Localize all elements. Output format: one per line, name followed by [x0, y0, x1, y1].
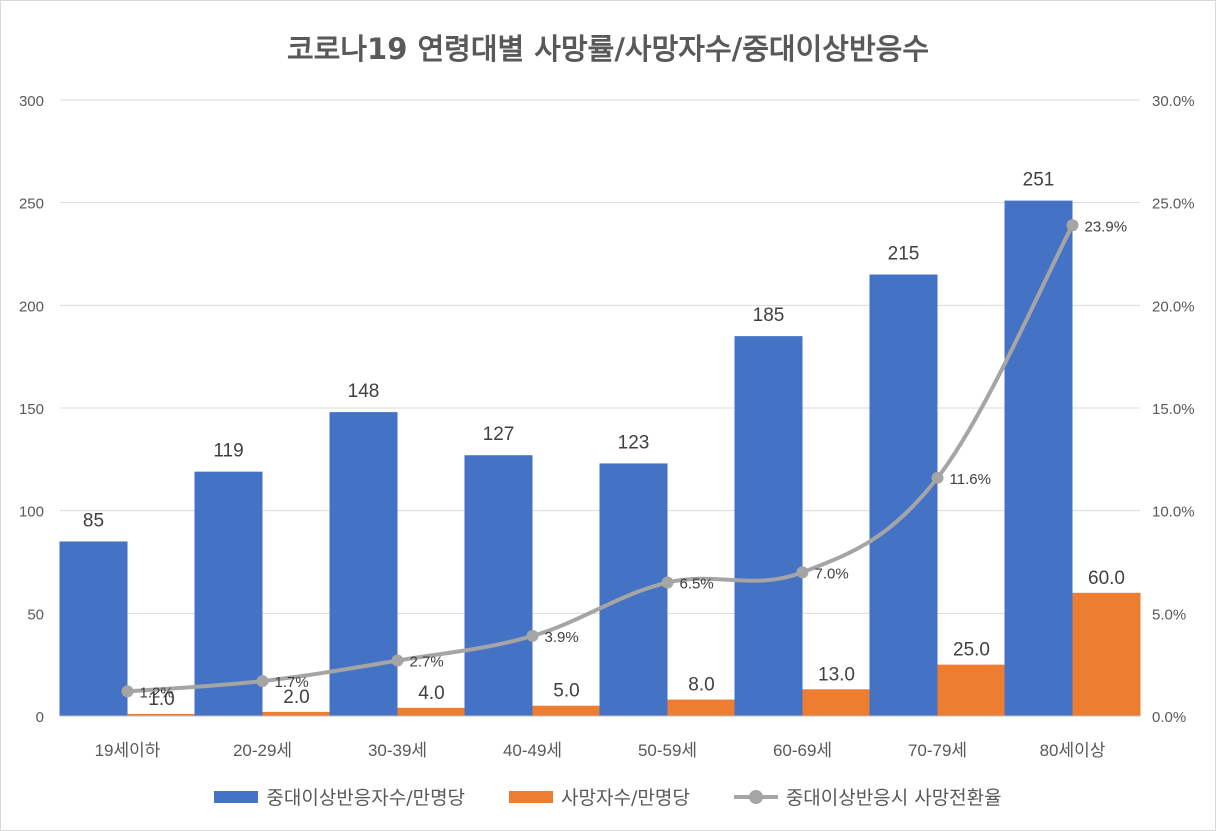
y-right-tick-label: 30.0%: [1152, 93, 1195, 110]
data-label-rate: 6.5%: [680, 576, 714, 593]
x-tick-label: 50-59세: [638, 741, 697, 760]
legend: 중대이상반응자수/만명당 사망자수/만명당 중대이상반응시 사망전환율: [0, 783, 1216, 810]
legend-label-serious-reactions: 중대이상반응자수/만명당: [266, 787, 466, 809]
bar-serious-reactions: [59, 541, 128, 716]
y-right-tick-label: 25.0%: [1152, 196, 1195, 213]
legend-item-deaths: 사망자수/만명당: [509, 783, 690, 810]
bar-deaths: [262, 711, 331, 716]
bar-deaths: [127, 713, 196, 716]
data-label-deaths: 25.0: [953, 640, 990, 661]
legend-swatch-blue: [214, 790, 259, 803]
x-tick-label: 19세이하: [95, 741, 161, 760]
data-label-rate: 7.0%: [815, 565, 849, 582]
x-tick-label: 40-49세: [503, 741, 562, 760]
rate-point: [391, 654, 404, 667]
data-label-rate: 23.9%: [1085, 218, 1128, 235]
rate-point: [256, 675, 269, 688]
data-label-deaths: 1.0: [148, 689, 174, 710]
rate-point: [796, 566, 809, 579]
data-label-rate: 11.6%: [950, 471, 991, 488]
y-left-tick-label: 300: [19, 93, 44, 110]
axes: 0 50 100 150 200 250 300 0.0% 5.0% 10.0% 15.0% 20.0…: [19, 93, 1195, 760]
y-right-tick-label: 15.0%: [1152, 401, 1195, 418]
bar-deaths: [667, 699, 736, 716]
bar-serious-reactions: [1004, 200, 1073, 716]
x-tick-label: 80세이상: [1040, 741, 1106, 760]
data-labels: 85 1.0 119 2.0 148 4.0 127 5.0 123 8.0 185 13.0 215 2…: [83, 170, 1127, 710]
bar-deaths: [937, 664, 1006, 716]
data-label-serious-reactions: 215: [888, 244, 920, 265]
data-label-rate: 1.2%: [140, 684, 174, 701]
rate-point: [1066, 219, 1079, 232]
legend-item-serious-reactions: 중대이상반응자수/만명당: [214, 783, 465, 810]
bar-serious-reactions: [734, 336, 803, 716]
legend-swatch-orange: [509, 790, 554, 803]
data-label-deaths: 5.0: [553, 681, 579, 702]
data-label-serious-reactions: 148: [348, 381, 380, 402]
rate-line: [121, 219, 1079, 698]
y-left-tick-label: 150: [19, 401, 44, 418]
data-label-deaths: 8.0: [688, 675, 714, 696]
data-label-serious-reactions: 251: [1023, 170, 1055, 191]
data-label-rate: 3.9%: [545, 629, 579, 646]
data-label-deaths: 4.0: [418, 683, 444, 704]
data-label-serious-reactions: 85: [83, 510, 104, 531]
data-label-rate: 1.7%: [275, 674, 309, 691]
data-label-deaths: 13.0: [818, 664, 855, 685]
data-label-serious-reactions: 119: [213, 441, 243, 462]
bar-deaths: [532, 705, 601, 716]
y-left-tick-label: 250: [19, 196, 44, 213]
legend-swatch-gray-line: [733, 789, 778, 804]
data-label-serious-reactions: 185: [753, 305, 785, 326]
data-label-rate: 2.7%: [410, 654, 444, 671]
legend-label-deaths: 사망자수/만명당: [561, 787, 690, 809]
rate-point: [526, 629, 539, 642]
data-label-deaths: 60.0: [1088, 568, 1125, 589]
bar-deaths: [1072, 592, 1141, 716]
bar-serious-reactions: [869, 274, 938, 716]
data-label-serious-reactions: 127: [483, 424, 515, 445]
x-tick-label: 20-29세: [233, 741, 292, 760]
legend-item-conversion-rate: 중대이상반응시 사망전환율: [733, 783, 1002, 810]
bar-deaths: [802, 689, 871, 716]
bar-serious-reactions: [464, 455, 533, 716]
rate-point: [121, 685, 134, 698]
legend-label-conversion-rate: 중대이상반응시 사망전환율: [785, 787, 1002, 809]
data-label-deaths: 2.0: [283, 687, 309, 708]
bar-serious-reactions: [194, 471, 263, 716]
y-left-tick-label: 50: [27, 606, 44, 623]
y-left-tick-label: 200: [19, 298, 44, 315]
data-label-serious-reactions: 123: [618, 432, 650, 453]
y-left-tick-label: 100: [19, 504, 44, 521]
bar-deaths: [397, 707, 466, 716]
x-tick-label: 60-69세: [773, 741, 832, 760]
bar-serious-reactions: [599, 463, 668, 716]
y-right-tick-label: 0.0%: [1152, 709, 1186, 726]
chart-title: 코로나19 연령대별 사망률/사망자수/중대이상반응수: [286, 32, 929, 66]
y-right-tick-label: 20.0%: [1152, 298, 1195, 315]
y-right-tick-label: 10.0%: [1152, 504, 1195, 521]
rate-point: [931, 471, 944, 484]
rate-point: [661, 576, 674, 589]
x-tick-label: 30-39세: [368, 741, 427, 760]
y-right-tick-label: 5.0%: [1152, 606, 1186, 623]
y-left-tick-label: 0: [36, 709, 44, 726]
x-tick-label: 70-79세: [908, 741, 967, 760]
